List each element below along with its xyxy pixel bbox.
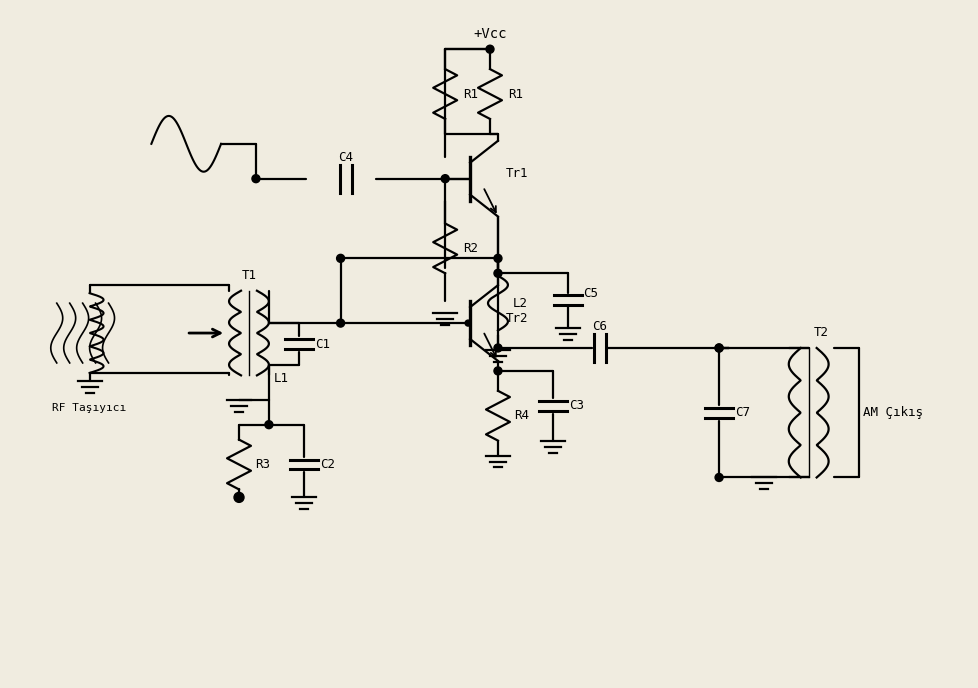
Text: RF Taşıyıcı: RF Taşıyıcı xyxy=(52,402,126,413)
Text: Tr2: Tr2 xyxy=(506,312,528,325)
Text: C2: C2 xyxy=(320,458,334,471)
Circle shape xyxy=(336,319,344,327)
Text: T1: T1 xyxy=(242,269,256,282)
Text: L2: L2 xyxy=(512,297,527,310)
Text: T2: T2 xyxy=(813,326,827,339)
Text: Tr1: Tr1 xyxy=(506,167,528,180)
Circle shape xyxy=(714,473,723,482)
Text: C4: C4 xyxy=(337,151,353,164)
Text: C7: C7 xyxy=(734,406,749,419)
Circle shape xyxy=(494,269,502,277)
Circle shape xyxy=(441,175,449,182)
Circle shape xyxy=(465,320,470,326)
Circle shape xyxy=(714,344,723,352)
Text: C1: C1 xyxy=(314,338,330,350)
Text: C5: C5 xyxy=(583,287,598,300)
Text: +Vcc: +Vcc xyxy=(472,28,507,41)
Text: C3: C3 xyxy=(568,399,583,412)
Text: R2: R2 xyxy=(463,242,477,255)
Circle shape xyxy=(485,45,494,53)
Circle shape xyxy=(494,367,502,375)
Circle shape xyxy=(494,344,502,352)
Text: R4: R4 xyxy=(513,409,528,422)
Text: C6: C6 xyxy=(592,320,606,333)
Circle shape xyxy=(234,493,244,502)
Circle shape xyxy=(251,175,260,182)
Text: R1: R1 xyxy=(508,87,522,100)
Text: AM Çıkış: AM Çıkış xyxy=(863,406,922,419)
Circle shape xyxy=(714,344,723,352)
Circle shape xyxy=(265,420,273,429)
Text: L1: L1 xyxy=(274,372,289,385)
Text: R3: R3 xyxy=(254,458,270,471)
Text: R1: R1 xyxy=(463,87,477,100)
Circle shape xyxy=(494,255,502,262)
Circle shape xyxy=(336,255,344,262)
